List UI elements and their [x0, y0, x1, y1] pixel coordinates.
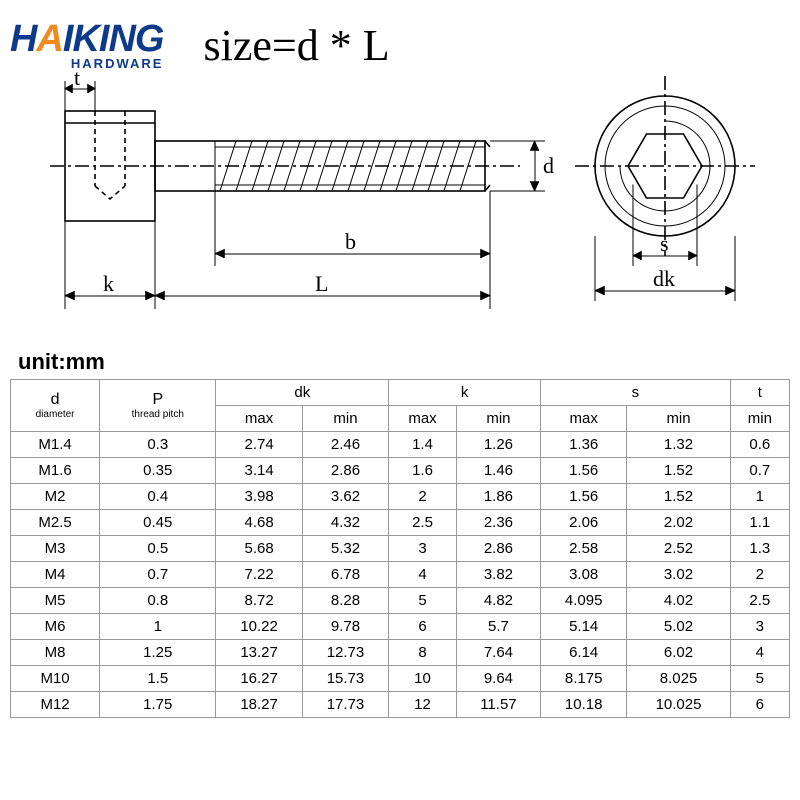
logo-letter-h: H — [10, 18, 36, 60]
table-header: d diameter P thread pitch dk k s t max m… — [11, 380, 790, 432]
table-row: M6110.229.7865.75.145.023 — [11, 614, 790, 640]
dim-label-L: L — [315, 271, 328, 296]
table-row: M30.55.685.3232.862.582.521.3 — [11, 536, 790, 562]
col-dk: dk — [216, 380, 389, 406]
unit-label: unit:mm — [0, 341, 800, 379]
dim-label-s: s — [660, 231, 669, 256]
col-s: s — [540, 380, 730, 406]
col-t: t — [730, 380, 789, 406]
header: HAIKING HARDWARE size=d * L — [0, 0, 800, 71]
table-row: M40.77.226.7843.823.083.022 — [11, 562, 790, 588]
dim-label-d: d — [543, 153, 554, 178]
table-row: M50.88.728.2854.824.0954.022.5 — [11, 588, 790, 614]
logo-text: HAIKING — [10, 20, 163, 58]
table-row: M121.7518.2717.731211.5710.1810.0256 — [11, 692, 790, 718]
table-row: M1.40.32.742.461.41.261.361.320.6 — [11, 432, 790, 458]
table-body: M1.40.32.742.461.41.261.361.320.6M1.60.3… — [11, 432, 790, 718]
logo: HAIKING HARDWARE — [10, 20, 163, 71]
table-row: M2.50.454.684.322.52.362.062.021.1 — [11, 510, 790, 536]
technical-diagram: t b L k d — [0, 71, 800, 341]
spec-table: d diameter P thread pitch dk k s t max m… — [10, 379, 790, 718]
table-row: M1.60.353.142.861.61.461.561.520.7 — [11, 458, 790, 484]
dim-label-dk: dk — [653, 266, 675, 291]
page-title: size=d * L — [203, 20, 389, 71]
table-row: M101.516.2715.73109.648.1758.0255 — [11, 666, 790, 692]
col-k: k — [389, 380, 541, 406]
col-p: P thread pitch — [100, 380, 216, 432]
table-row: M20.43.983.6221.861.561.521 — [11, 484, 790, 510]
logo-subtitle: HARDWARE — [10, 56, 163, 71]
logo-letter-a: A — [36, 18, 62, 60]
dim-label-t: t — [74, 71, 80, 90]
dim-label-b: b — [345, 229, 356, 254]
logo-rest: IKING — [63, 18, 164, 60]
col-d: d diameter — [11, 380, 100, 432]
dim-label-k: k — [103, 271, 114, 296]
table-row: M81.2513.2712.7387.646.146.024 — [11, 640, 790, 666]
